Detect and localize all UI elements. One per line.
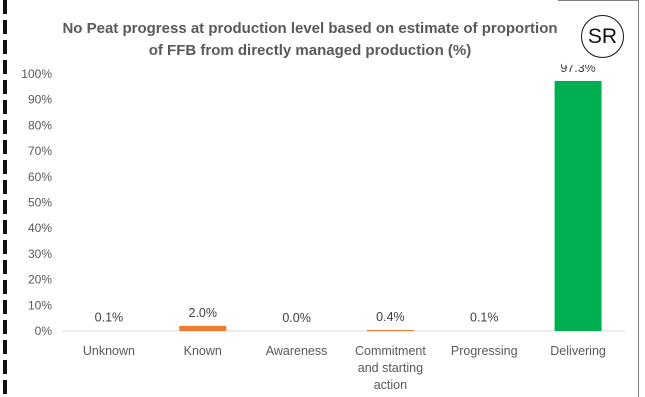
y-tick-label: 50%: [28, 196, 52, 210]
x-tick-label: Progressing: [451, 344, 518, 358]
sr-logo-text: SR: [587, 24, 618, 48]
y-axis: 0% 10% 20% 30% 40% 50% 60% 70% 80% 90% 100%: [21, 67, 52, 338]
chart-title-line-1: No Peat progress at production level bas…: [62, 20, 558, 37]
left-dashed-border: [3, 0, 7, 397]
bars: [179, 80, 602, 332]
y-tick-label: 90%: [28, 93, 52, 107]
y-tick-label: 30%: [28, 247, 52, 261]
chart-title-line-2: of FFB from directly managed production …: [148, 42, 472, 59]
bar: [179, 325, 227, 331]
bar: [366, 329, 414, 331]
top-right-border: [558, 0, 639, 1]
y-tick-label: 40%: [28, 221, 52, 235]
y-tick-label: 60%: [28, 170, 52, 184]
bar: [554, 80, 602, 332]
data-label: 0.4%: [376, 310, 405, 324]
x-tick-label: and starting: [358, 361, 423, 375]
x-tick-label: Commitment: [355, 344, 426, 358]
y-tick-label: 100%: [21, 67, 52, 81]
y-tick-label: 80%: [28, 118, 52, 132]
data-label: 0.0%: [282, 311, 311, 325]
chart-title: No Peat progress at production level bas…: [40, 18, 580, 62]
sr-logo: SR: [581, 15, 624, 58]
data-labels: 0.1% 2.0% 0.0% 0.4% 0.1%97.3%: [95, 61, 596, 325]
x-tick-label: Delivering: [550, 344, 606, 358]
y-tick-label: 70%: [28, 144, 52, 158]
y-tick-label: 0%: [35, 324, 53, 338]
x-tick-label: Awareness: [266, 344, 328, 358]
data-label: 2.0%: [189, 306, 218, 320]
y-tick-label: 20%: [28, 273, 52, 287]
x-tick-label: Unknown: [83, 344, 135, 358]
sr-logo-box: SR: [562, 5, 638, 65]
y-tick-label: 10%: [28, 298, 52, 312]
x-axis: Unknown Known Awareness Commitment and start…: [83, 344, 606, 392]
data-label: 0.1%: [95, 311, 124, 325]
right-border: [638, 0, 639, 397]
x-tick-label: action: [374, 378, 407, 392]
x-tick-label: Known: [184, 344, 222, 358]
data-label: 0.1%: [470, 311, 499, 325]
